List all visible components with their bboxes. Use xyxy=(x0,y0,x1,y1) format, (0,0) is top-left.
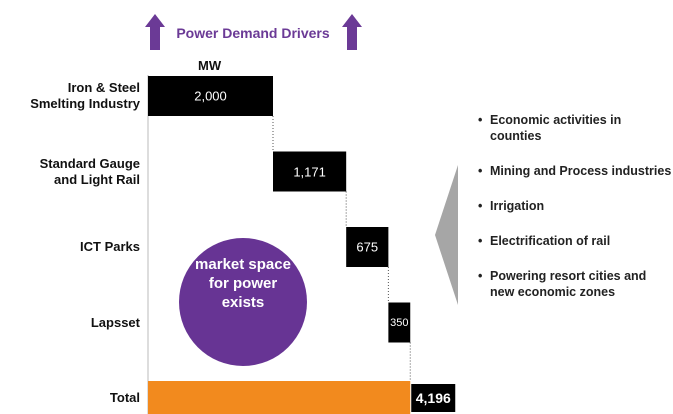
arrow xyxy=(342,14,362,50)
value-label: 2,000 xyxy=(194,88,227,104)
value-label: 1,171 xyxy=(293,164,326,179)
category-label: Iron & Steel Smelting Industry xyxy=(30,80,140,111)
value-label: 4,196 xyxy=(415,390,451,406)
bar xyxy=(346,227,389,267)
bullet-item: Economic activities in counties xyxy=(478,112,673,144)
bullet-list: Economic activities in counties Mining an… xyxy=(478,112,673,319)
category-label: ICT Parks xyxy=(80,239,140,254)
annotation: market space for power exists xyxy=(195,256,291,311)
category-label: Lapsset xyxy=(90,314,140,330)
value-label: 350 xyxy=(390,316,409,329)
value-label-box xyxy=(411,384,456,412)
bar xyxy=(273,151,347,192)
chart-title: Power Demand Drivers xyxy=(176,25,330,41)
bullet-item: Irrigation xyxy=(478,198,673,214)
annotation-circle xyxy=(179,238,307,366)
bar xyxy=(388,302,411,343)
bullet-item: Electrification of rail xyxy=(478,233,673,249)
bar xyxy=(148,76,273,116)
bullet-item: Mining and Process industries xyxy=(478,163,673,179)
arrow xyxy=(145,14,165,50)
axis-label: MW xyxy=(198,58,222,73)
value-label: 675 xyxy=(356,239,379,255)
callout-triangle xyxy=(435,165,458,305)
bar xyxy=(148,381,411,414)
category-label: Standard Gauge and Light Rail xyxy=(39,155,140,187)
bullet-item: Powering resort cities and new economic … xyxy=(478,268,673,300)
category-label: Total xyxy=(109,390,140,405)
